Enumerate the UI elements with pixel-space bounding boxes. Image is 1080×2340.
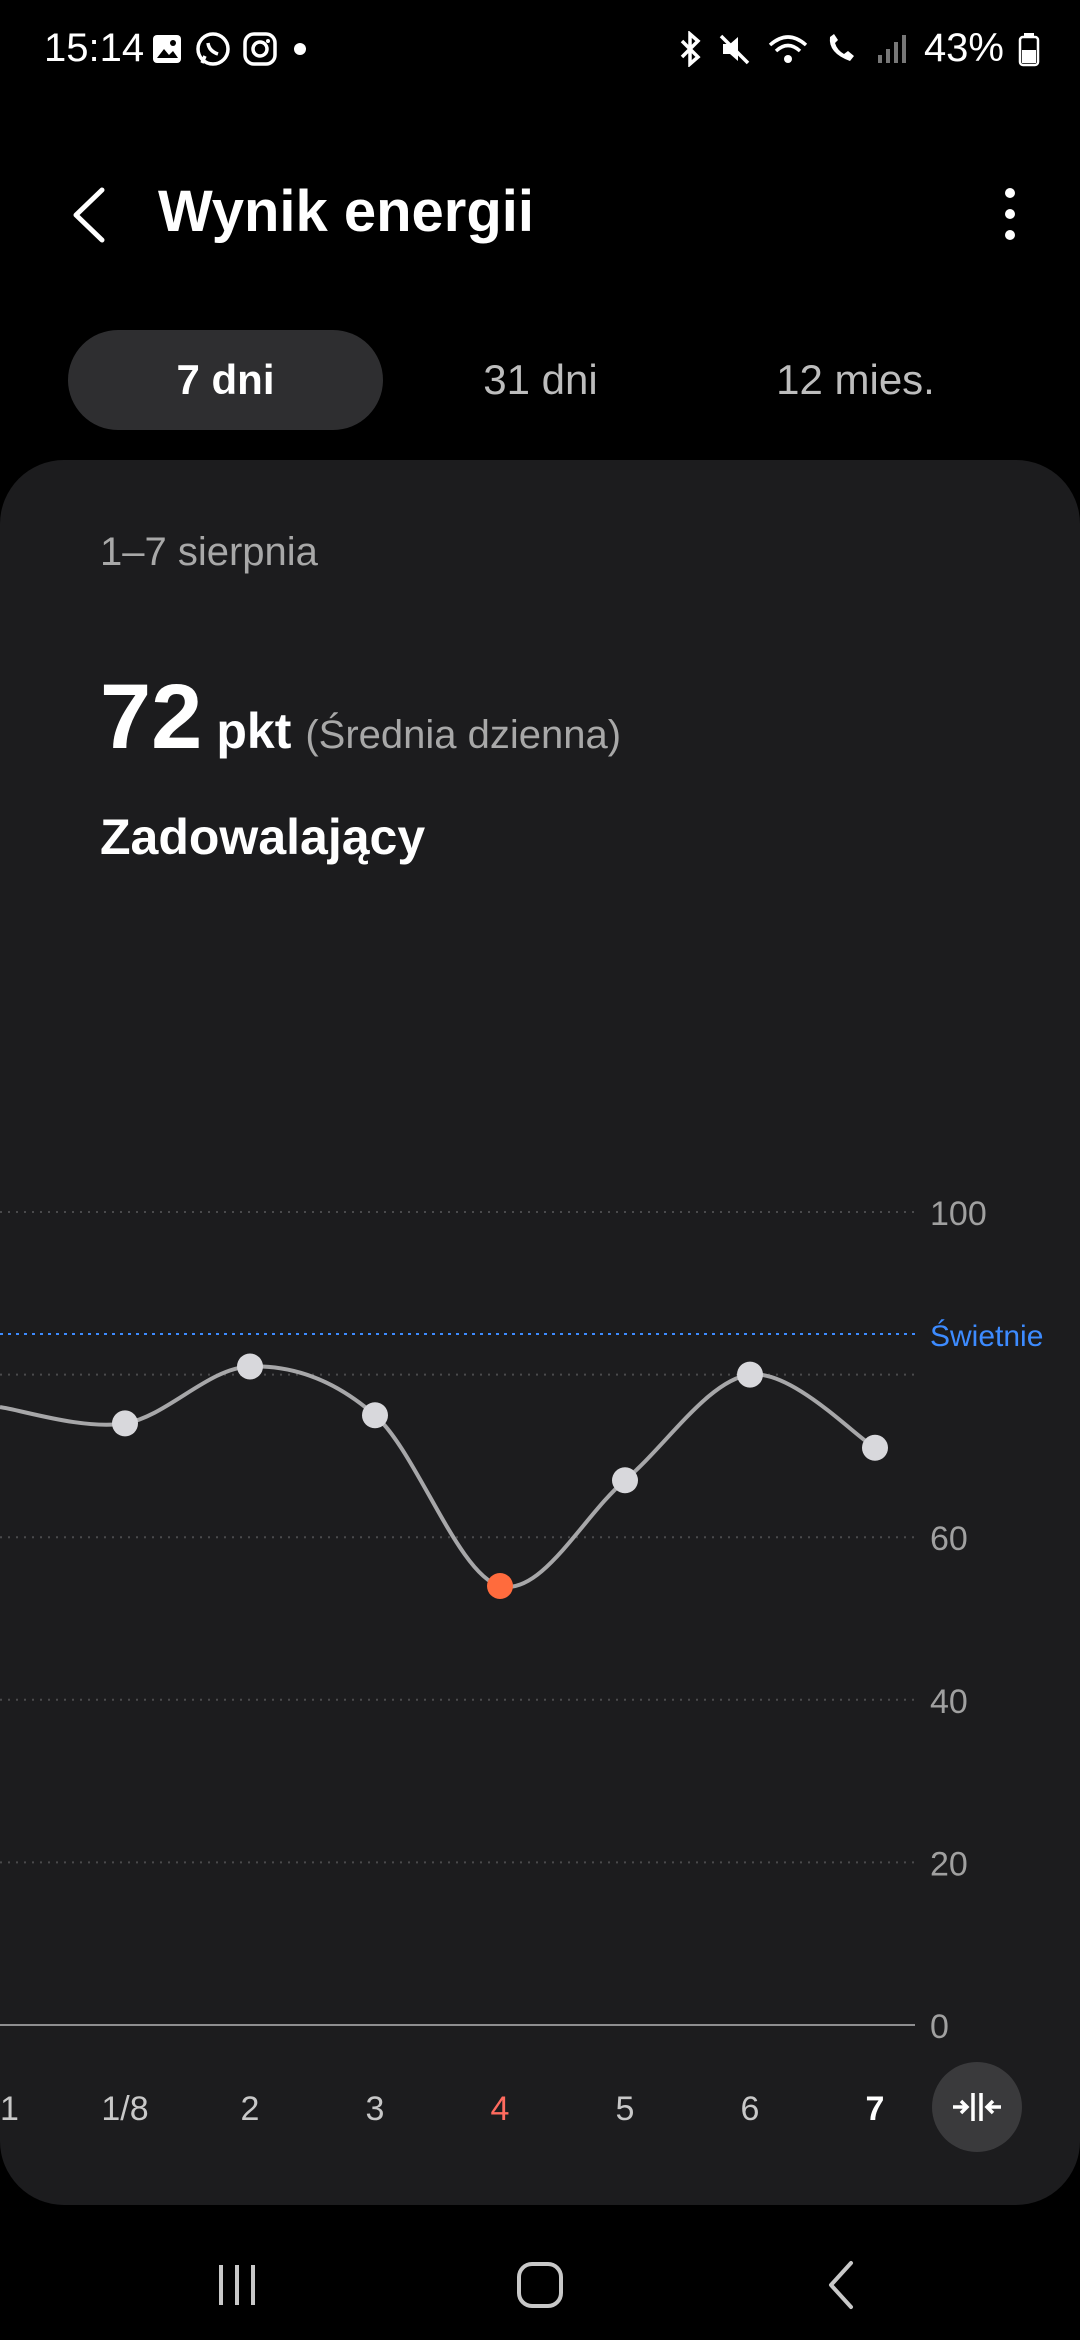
period-tabs: 7 dni 31 dni 12 mies.	[68, 330, 1012, 430]
data-point[interactable]	[112, 1410, 138, 1437]
nav-back-button[interactable]	[802, 2250, 882, 2320]
x-tick-label: 31	[0, 2090, 19, 2128]
x-tick-label: 1/8	[101, 2090, 148, 2128]
back-icon	[829, 2261, 853, 2309]
more-vertical-icon	[1005, 188, 1015, 240]
score-value: 72	[100, 666, 203, 768]
status-bar: 15:14 43%	[0, 0, 1080, 100]
data-point[interactable]	[237, 1353, 263, 1380]
system-icons: 43%	[676, 26, 1040, 71]
app-bar: Wynik energii	[0, 160, 1080, 270]
average-score: 72 pkt (Średnia dzienna)	[100, 665, 621, 770]
y-tick-label: 40	[930, 1683, 968, 1721]
fit-chart-button[interactable]	[932, 2062, 1022, 2152]
y-tick-label: 100	[930, 1195, 987, 1233]
system-nav-bar	[0, 2230, 1080, 2340]
notification-icons	[150, 30, 312, 68]
recent-apps-button[interactable]	[197, 2250, 277, 2320]
threshold-label: Świetnie	[930, 1319, 1043, 1353]
series-line	[0, 1364, 877, 1589]
data-point[interactable]	[737, 1361, 763, 1388]
data-point[interactable]	[862, 1434, 888, 1461]
x-tick-label: 2	[241, 2090, 260, 2128]
data-point[interactable]	[612, 1467, 638, 1494]
page-title: Wynik energii	[158, 179, 535, 244]
wifi-icon	[768, 34, 808, 63]
more-options-button[interactable]	[980, 180, 1040, 250]
tab-7-days[interactable]: 7 dni	[68, 330, 383, 430]
bluetooth-icon	[680, 30, 701, 67]
data-point[interactable]	[487, 1572, 513, 1599]
collapse-horizontal-icon	[953, 2093, 1001, 2121]
data-point[interactable]	[362, 1402, 388, 1429]
home-button[interactable]	[500, 2250, 580, 2320]
signal-icon	[877, 34, 906, 63]
x-tick-label: 7	[866, 2090, 885, 2128]
y-tick-label: 0	[930, 2008, 949, 2046]
x-tick-label: 6	[741, 2090, 760, 2128]
tab-31-days[interactable]: 31 dni	[483, 356, 598, 403]
status-time: 15:14	[44, 26, 145, 70]
battery-icon	[1018, 32, 1040, 66]
recent-apps-icon	[219, 2265, 255, 2305]
dot-icon	[294, 43, 306, 55]
chevron-left-icon	[73, 187, 105, 243]
x-tick-label: 5	[616, 2090, 635, 2128]
home-icon	[517, 2262, 563, 2308]
battery-percent: 43%	[923, 26, 1004, 70]
whatsapp-icon	[196, 32, 230, 66]
mute-icon	[719, 34, 750, 64]
tab-12-months[interactable]: 12 mies.	[776, 356, 935, 403]
wifi-call-icon	[829, 33, 854, 61]
score-note: (Średnia dzienna)	[305, 713, 622, 757]
date-range: 1–7 sierpnia	[100, 530, 318, 574]
y-tick-label: 60	[930, 1520, 968, 1558]
score-unit: pkt	[216, 703, 292, 759]
energy-score-chart[interactable]: 0 20 40 60 100 Świetnie 31 1/8 2 3 4 5 6 7	[0, 1160, 1080, 2160]
back-button[interactable]	[60, 180, 120, 250]
instagram-icon	[243, 32, 277, 66]
x-tick-label: 3	[366, 2090, 385, 2128]
x-tick-label: 4	[491, 2090, 510, 2128]
gallery-icon	[153, 35, 181, 63]
score-rating: Zadowalający	[100, 809, 426, 865]
energy-score-card	[0, 460, 1080, 2205]
y-tick-label: 20	[930, 1845, 968, 1883]
